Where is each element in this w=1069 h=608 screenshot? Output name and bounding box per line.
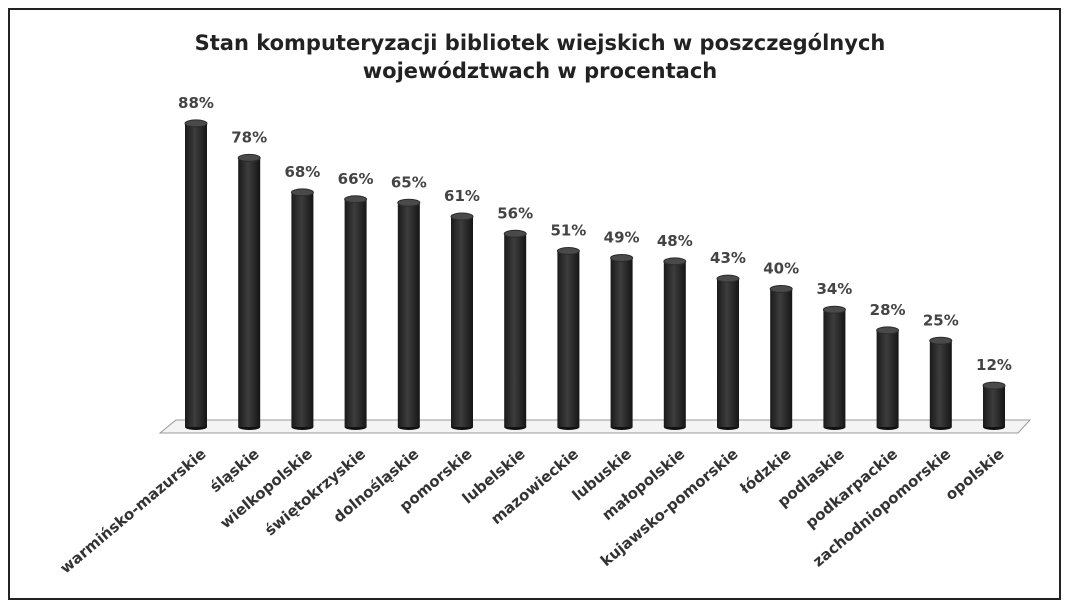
bar-top <box>184 119 208 128</box>
bar-top <box>876 326 900 335</box>
bar <box>238 157 261 427</box>
value-label: 51% <box>550 222 586 240</box>
bar-top <box>556 247 580 256</box>
value-label: 40% <box>763 260 799 278</box>
value-label: 43% <box>710 249 746 267</box>
bar-top <box>397 198 421 207</box>
bar-top <box>663 257 687 266</box>
bar <box>876 330 899 427</box>
bar-top <box>982 381 1006 390</box>
bar <box>717 278 739 427</box>
bar <box>185 123 207 428</box>
value-label: 34% <box>816 280 852 298</box>
chart-title: Stan komputeryzacji bibliotek wiejskich … <box>195 31 886 55</box>
bar-top <box>290 188 314 197</box>
value-label: 28% <box>870 301 906 319</box>
value-label: 78% <box>231 128 267 146</box>
bar-top <box>237 153 261 162</box>
bar <box>823 309 846 427</box>
bar <box>557 251 580 427</box>
floor <box>158 419 1032 434</box>
bar <box>610 257 633 427</box>
value-label: 25% <box>923 311 959 329</box>
bar <box>770 289 793 427</box>
bar <box>983 385 1005 427</box>
value-label: 61% <box>444 187 480 205</box>
bar <box>504 233 527 427</box>
chart-title: województwach w procentach <box>363 59 717 83</box>
bar <box>451 216 473 427</box>
bar-top <box>610 253 634 262</box>
frame <box>8 8 1061 600</box>
value-label: 66% <box>338 170 374 188</box>
value-label: 56% <box>497 204 533 222</box>
bar <box>291 192 314 427</box>
bar-top <box>822 305 846 314</box>
bar-top <box>344 195 368 204</box>
value-label: 48% <box>657 232 693 250</box>
bar-top <box>929 336 953 345</box>
bar <box>397 202 420 427</box>
value-label: 65% <box>391 173 427 191</box>
bar-top <box>716 274 740 283</box>
value-label: 68% <box>284 163 320 181</box>
value-label: 12% <box>976 356 1012 374</box>
bar-top <box>503 229 527 238</box>
bar <box>663 261 686 427</box>
value-label: 88% <box>178 94 214 112</box>
bar <box>929 340 952 427</box>
value-label: 49% <box>604 228 640 246</box>
bar <box>344 199 367 427</box>
bar-top <box>769 285 793 293</box>
bar-top <box>450 212 474 221</box>
